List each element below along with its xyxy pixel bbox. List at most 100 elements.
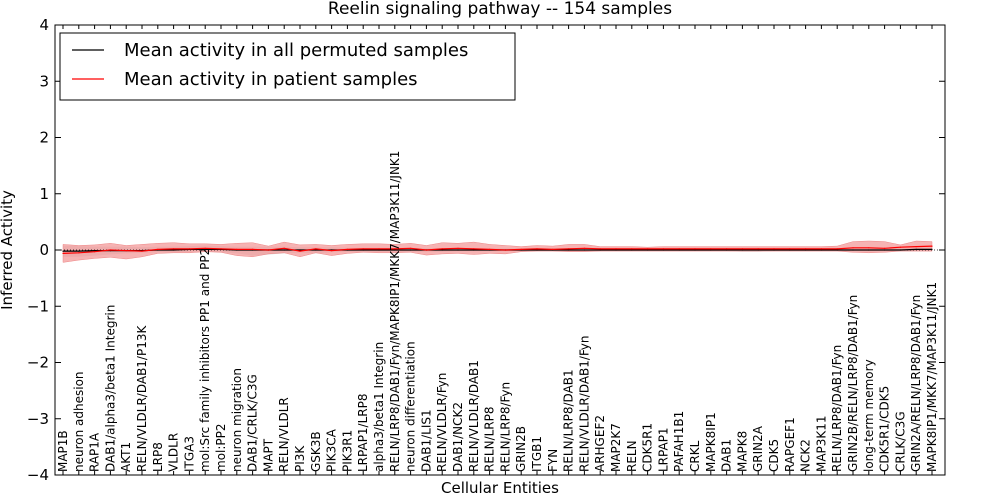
x-tick-label: VLDLR	[167, 433, 181, 472]
data-point-patient	[125, 250, 127, 252]
x-tick-label: FYN	[546, 449, 560, 472]
data-point-patient	[267, 249, 269, 251]
legend-box	[59, 32, 516, 101]
x-tick-label: LRPAP1	[656, 427, 670, 472]
data-point-patient	[94, 251, 96, 253]
data-point-patient	[362, 248, 364, 250]
data-point-patient	[425, 249, 427, 251]
x-tick-label: GRIN2B/RELN/LRP8/DAB1/Fyn	[846, 295, 860, 472]
x-tick-label: neuron differentiation	[404, 341, 418, 472]
y-tick-label: 2	[39, 129, 49, 147]
ytick-layer: −4 −3 −2 −1 0 1 2 3 4	[27, 16, 945, 484]
x-tick-label: CDK5R1	[641, 423, 655, 472]
x-tick-label: ITGB1	[530, 436, 544, 472]
x-tick-label: neuron migration	[230, 368, 244, 472]
x-tick-label: RAP1A	[88, 432, 102, 472]
line-layer	[55, 245, 945, 254]
x-axis-label: Cellular Entities	[441, 479, 559, 497]
data-point-permuted	[726, 249, 728, 251]
data-point-patient	[157, 248, 159, 250]
x-tick-label: GRIN2A	[751, 425, 765, 472]
data-point-permuted	[568, 249, 570, 251]
data-point-patient	[220, 248, 222, 250]
x-tick-label: PAFAH1B1	[672, 411, 686, 472]
y-tick-label: −1	[27, 297, 49, 315]
x-tick-label: RELN/LRP8/DAB1/Fyn/MAPK8IP1/MKK7/MAP3K11…	[388, 151, 402, 472]
series-line-patient	[62, 245, 933, 254]
data-point-patient	[583, 247, 586, 249]
data-point-patient	[836, 248, 838, 250]
data-point-permuted	[204, 248, 206, 250]
y-tick-label: 4	[39, 16, 49, 34]
data-point-permuted	[599, 249, 601, 251]
data-point-permuted	[615, 249, 617, 251]
plot-frame	[54, 24, 946, 476]
y-tick-label: 0	[39, 241, 49, 259]
data-point-permuted	[694, 249, 696, 251]
data-point-patient	[741, 248, 744, 250]
x-tick-label: MAPK8IP1/MKK7/MAP3K11/JNK1	[925, 282, 939, 472]
data-point-patient	[441, 248, 443, 250]
x-tick-label: MAP3K11	[814, 415, 828, 472]
x-tick-label: long-term memory	[862, 359, 876, 472]
x-tick-label: GRIN2A/RELN/LRP8/DAB1/Fyn	[909, 295, 923, 472]
data-point-permuted	[931, 248, 933, 250]
data-point-permuted	[441, 249, 443, 251]
data-point-permuted	[62, 250, 64, 252]
data-point-permuted	[299, 249, 301, 251]
data-point-patient	[236, 248, 238, 250]
data-point-permuted	[315, 249, 317, 251]
x-tick-label: neuron adhesion	[72, 371, 86, 472]
x-tick-label: DAB1/alpha3/beta1 Integrin	[103, 305, 117, 472]
data-point-patient	[789, 248, 791, 250]
data-point-patient	[141, 250, 143, 252]
x-tick-label: PIK3CA	[325, 428, 339, 472]
data-point-permuted	[662, 249, 665, 251]
xtick-layer: MAP1B neuron adhesion RAP1A DAB1/alpha3/bet…	[56, 25, 939, 475]
data-point-patient	[884, 247, 886, 249]
data-point-permuted	[757, 249, 759, 251]
data-point-permuted	[899, 249, 902, 251]
data-point-patient	[299, 250, 301, 252]
x-tick-label: GRIN2B	[514, 426, 528, 472]
data-point-patient	[773, 248, 775, 250]
data-point-patient	[188, 248, 190, 250]
data-point-patient	[615, 248, 617, 250]
data-point-patient	[710, 248, 712, 250]
x-tick-label: RELN/VLDLR	[277, 397, 291, 472]
data-point-patient	[536, 248, 538, 250]
data-point-permuted	[773, 249, 775, 251]
x-tick-label: DAB1	[720, 439, 734, 472]
data-point-patient	[173, 248, 175, 250]
x-tick-label: MAPT	[261, 438, 275, 472]
x-tick-label: mol:Src family inhibitors PP1 and PP2	[198, 248, 212, 472]
y-tick-label: −2	[27, 354, 49, 372]
x-tick-label: DAB1/LIS1	[419, 409, 433, 472]
y-tick-label: 1	[39, 185, 49, 203]
data-point-patient	[599, 248, 601, 250]
data-point-patient	[473, 248, 475, 250]
data-point-patient	[315, 248, 317, 250]
y-tick-label: −4	[27, 466, 49, 484]
data-point-permuted	[805, 249, 807, 251]
x-tick-label: RELN/LRP8/DAB1	[562, 369, 576, 472]
x-tick-label: DAB1/NCK2	[451, 402, 465, 472]
data-point-patient	[394, 248, 396, 250]
y-tick-label: −3	[27, 410, 49, 428]
data-point-permuted	[678, 249, 680, 251]
data-point-patient	[631, 248, 633, 250]
x-tick-label: NCK2	[799, 439, 813, 472]
data-point-patient	[504, 249, 506, 251]
x-tick-label: RAPGEF1	[783, 417, 797, 472]
chart-title: Reelin signaling pathway -- 154 samples	[328, 0, 672, 19]
data-point-patient	[662, 248, 665, 250]
x-tick-label: PIK3R1	[340, 430, 354, 472]
x-tick-label: RELN	[625, 440, 639, 472]
data-point-patient	[694, 248, 696, 250]
data-point-permuted	[631, 249, 633, 251]
data-point-permuted	[583, 249, 586, 251]
data-point-patient	[457, 247, 459, 249]
x-tick-label: GSK3B	[309, 431, 323, 472]
data-point-permuted	[536, 249, 538, 251]
